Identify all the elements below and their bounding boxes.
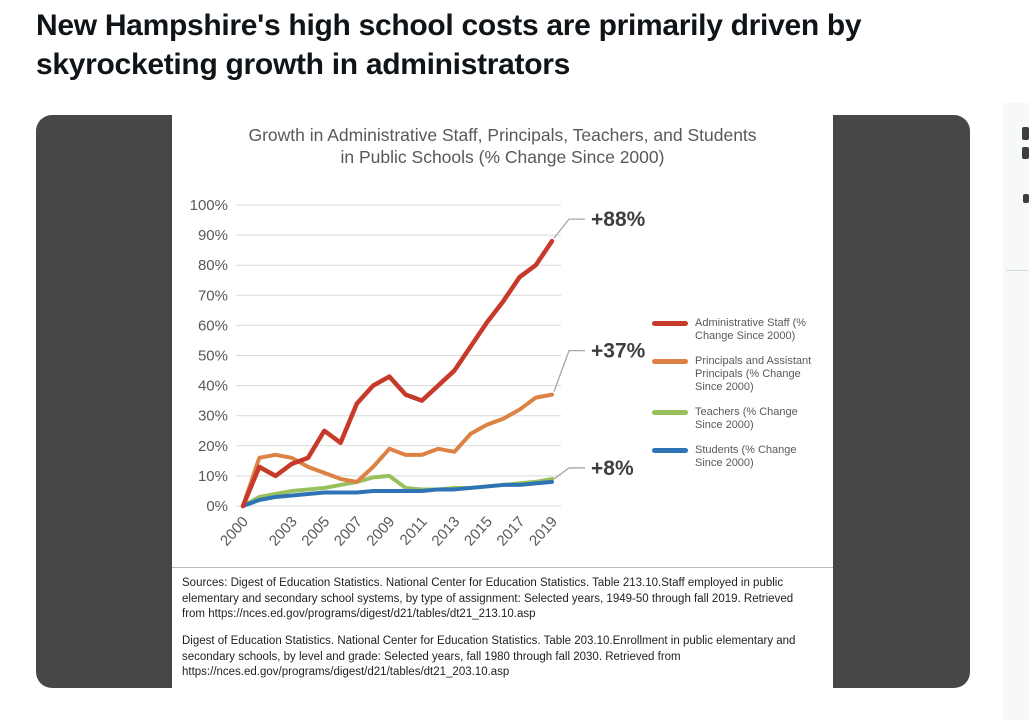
- y-tick-label: 50%: [198, 348, 228, 365]
- y-axis-labels: 0% 10% 20% 30% 40% 50% 60% 70% 80% 90% 100%: [190, 197, 228, 515]
- y-tick-label: 10%: [198, 468, 228, 485]
- adjacent-text-fragment: [1023, 194, 1029, 203]
- chart-panel: Growth in Administrative Staff, Principa…: [172, 115, 833, 688]
- annotation-leader: [553, 218, 585, 239]
- adjacent-text-fragment: [1022, 147, 1029, 159]
- annotation-label: +37%: [591, 340, 646, 363]
- y-tick-label: 20%: [198, 438, 228, 455]
- y-tick-label: 70%: [198, 287, 228, 304]
- legend-swatch: [652, 359, 688, 364]
- x-tick-label: 2019: [526, 513, 561, 549]
- chart-plot: 0%10%20%30%40%50%60%70%80%90%100%2000 200…: [190, 197, 646, 549]
- x-tick-label: 2009: [363, 513, 398, 549]
- y-tick-label: 90%: [198, 227, 228, 244]
- legend-label: Administrative Staff (% Change Since 200…: [695, 317, 807, 342]
- x-tick-label: 2013: [428, 513, 463, 549]
- y-tick-label: 0%: [206, 498, 228, 515]
- annotation-label: +8%: [591, 457, 634, 480]
- x-tick-label: 2017: [493, 513, 528, 549]
- x-tick-label: 2000: [217, 513, 252, 549]
- x-tick-label: 2015: [461, 513, 496, 549]
- series-line-3: [241, 479, 554, 508]
- x-tick-label: 2011: [397, 513, 431, 548]
- series-line-1: [241, 392, 554, 508]
- divider: [1006, 270, 1029, 271]
- chart-legend: Administrative Staff (% Change Since 200…: [652, 317, 827, 482]
- legend-item: Principals and Assistant Principals (% C…: [652, 355, 827, 394]
- annotation-leader: [553, 349, 585, 392]
- adjacent-column-sliver: [1003, 103, 1029, 720]
- annotation-label: +88%: [591, 208, 646, 231]
- annotation-leader: [553, 467, 585, 480]
- source-paragraph-2: Digest of Education Statistics. National…: [182, 634, 796, 679]
- chart-title: Growth in Administrative Staff, Principa…: [248, 125, 757, 167]
- y-tick-label: 40%: [198, 378, 228, 395]
- y-tick-label: 60%: [198, 317, 228, 334]
- adjacent-text-fragment: [1022, 127, 1029, 140]
- chart-image[interactable]: Growth in Administrative Staff, Principa…: [36, 115, 970, 688]
- legend-swatch: [652, 448, 688, 453]
- source-paragraph-1: Sources: Digest of Education Statistics.…: [182, 577, 794, 621]
- legend-label: Students (% Change Since 2000): [695, 444, 797, 469]
- legend-item: Students (% Change Since 2000): [652, 444, 827, 470]
- legend-label: Principals and Assistant Principals (% C…: [695, 355, 812, 393]
- legend-swatch: [652, 321, 688, 326]
- legend-item: Teachers (% Change Since 2000): [652, 406, 827, 432]
- y-tick-label: 100%: [190, 197, 228, 214]
- y-tick-label: 30%: [198, 408, 228, 425]
- x-tick-label: 2005: [298, 513, 333, 549]
- y-tick-label: 80%: [198, 257, 228, 274]
- sources-block: Sources: Digest of Education Statistics.…: [172, 567, 833, 688]
- legend-label: Teachers (% Change Since 2000): [695, 406, 798, 431]
- x-tick-label: 2007: [331, 513, 366, 549]
- gridlines: [236, 204, 561, 507]
- post-headline: New Hampshire's high school costs are pr…: [36, 9, 862, 81]
- legend-item: Administrative Staff (% Change Since 200…: [652, 317, 827, 343]
- x-tick-label: 2003: [266, 513, 301, 549]
- legend-swatch: [652, 410, 688, 415]
- series-line-0: [240, 238, 555, 509]
